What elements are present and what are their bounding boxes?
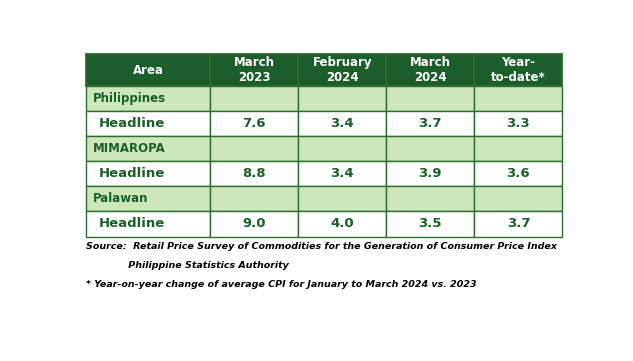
Text: February
2024: February 2024 — [313, 56, 372, 84]
Text: 3.9: 3.9 — [418, 168, 442, 180]
Bar — [474, 136, 562, 161]
Text: 3.5: 3.5 — [418, 217, 442, 230]
Text: Philippines: Philippines — [93, 92, 166, 105]
Bar — [210, 55, 298, 86]
Bar — [386, 161, 474, 186]
Text: Year-
to-date*: Year- to-date* — [491, 56, 546, 84]
Bar — [386, 212, 474, 236]
Text: Philippine Statistics Authority: Philippine Statistics Authority — [87, 261, 289, 270]
Bar — [298, 136, 386, 161]
Text: Headline: Headline — [99, 168, 165, 180]
Bar — [210, 86, 298, 111]
Text: 3.4: 3.4 — [330, 117, 354, 130]
Bar — [474, 186, 562, 212]
Bar — [210, 186, 298, 212]
Text: 8.8: 8.8 — [242, 168, 266, 180]
Bar — [298, 55, 386, 86]
Bar — [386, 86, 474, 111]
Bar — [474, 161, 562, 186]
Bar — [210, 136, 298, 161]
Text: Headline: Headline — [99, 117, 165, 130]
Text: 3.4: 3.4 — [330, 168, 354, 180]
Bar — [386, 136, 474, 161]
Text: MIMAROPA: MIMAROPA — [93, 142, 166, 155]
Bar — [210, 111, 298, 136]
Bar — [298, 161, 386, 186]
Bar — [298, 111, 386, 136]
Text: 7.6: 7.6 — [242, 117, 266, 130]
Text: 4.0: 4.0 — [330, 217, 354, 230]
Text: 9.0: 9.0 — [242, 217, 266, 230]
Text: 3.7: 3.7 — [418, 117, 442, 130]
Text: Palawan: Palawan — [93, 192, 149, 205]
Bar — [210, 161, 298, 186]
Text: March
2024: March 2024 — [410, 56, 451, 84]
Text: * Year-on-year change of average CPI for January to March 2024 vs. 2023: * Year-on-year change of average CPI for… — [87, 280, 477, 289]
Bar — [87, 111, 210, 136]
Bar — [474, 55, 562, 86]
Bar — [298, 86, 386, 111]
Bar — [87, 212, 210, 236]
Text: Source:  Retail Price Survey of Commodities for the Generation of Consumer Price: Source: Retail Price Survey of Commoditi… — [87, 242, 558, 251]
Bar — [474, 212, 562, 236]
Bar — [87, 55, 210, 86]
Bar — [298, 186, 386, 212]
Text: 3.7: 3.7 — [506, 217, 530, 230]
Text: March
2023: March 2023 — [234, 56, 275, 84]
Bar — [210, 212, 298, 236]
Bar — [87, 186, 210, 212]
Bar — [386, 186, 474, 212]
Bar — [298, 212, 386, 236]
Bar — [386, 111, 474, 136]
Text: Headline: Headline — [99, 217, 165, 230]
Text: 3.6: 3.6 — [506, 168, 530, 180]
Bar — [87, 86, 210, 111]
Text: Area: Area — [133, 64, 164, 77]
Bar — [474, 111, 562, 136]
Bar — [87, 136, 210, 161]
Bar — [474, 86, 562, 111]
Text: 3.3: 3.3 — [506, 117, 530, 130]
Bar — [386, 55, 474, 86]
Bar — [87, 161, 210, 186]
